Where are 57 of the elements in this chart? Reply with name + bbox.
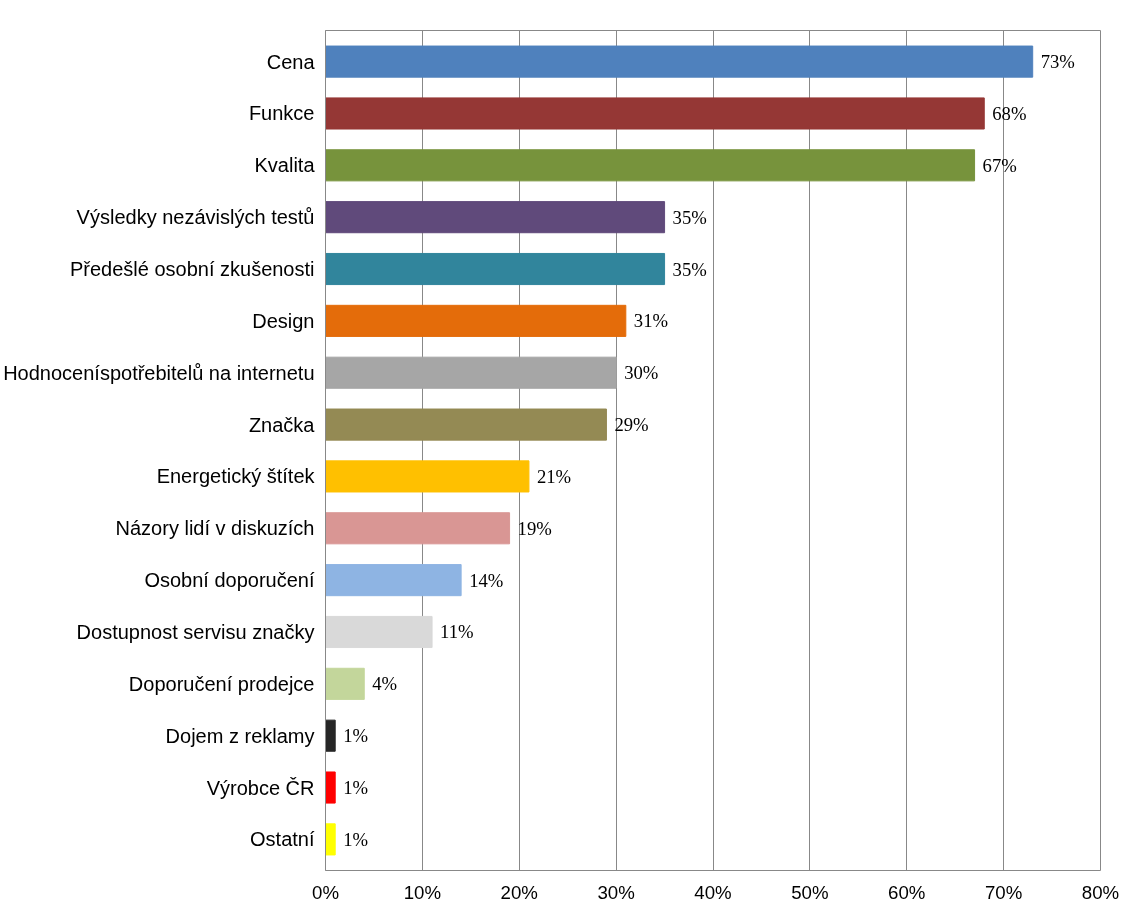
data-label: 11%: [440, 621, 474, 643]
data-label: 4%: [372, 673, 398, 695]
x-tick-label: 40%: [694, 881, 732, 903]
y-tick-label: Funkce: [248, 102, 315, 125]
x-tick-label: 10%: [403, 881, 442, 903]
bar: [325, 201, 666, 234]
data-label: 35%: [672, 258, 707, 280]
bar: [325, 97, 985, 130]
data-label: 14%: [469, 569, 504, 591]
x-tick-label: 20%: [500, 881, 538, 903]
y-tick-label: Cena: [266, 50, 316, 73]
x-tick-label: 80%: [1081, 881, 1120, 903]
data-label: 29%: [614, 414, 649, 436]
x-tick-label: 60%: [888, 881, 926, 903]
data-label: 68%: [992, 102, 1027, 124]
y-tick-label: Výrobce ČR: [206, 776, 315, 799]
y-tick-label: Dostupnost servisu značky: [76, 620, 315, 643]
y-tick-label: Doporučení prodejce: [128, 672, 315, 695]
bar: [325, 304, 627, 337]
bar: [325, 356, 617, 389]
x-tick-label: 70%: [984, 881, 1023, 903]
bar: [325, 771, 336, 804]
data-label: 30%: [624, 362, 659, 384]
bar: [325, 823, 336, 856]
bar: [325, 45, 1034, 78]
y-tick-label: Design: [252, 309, 315, 332]
bar: [325, 615, 433, 649]
y-tick-label: Výsledky nezávislých testů: [76, 206, 315, 229]
bar: [325, 408, 607, 441]
data-label: 67%: [982, 154, 1017, 176]
y-tick-label: Dojem z reklamy: [165, 724, 315, 747]
bar: [325, 149, 976, 182]
data-label: 31%: [633, 310, 669, 332]
y-tick-label: Energetický štítek: [156, 465, 316, 488]
bar: [325, 719, 336, 752]
y-tick-label: Ostatní: [250, 828, 315, 851]
y-tick-label: Názory lidí v diskuzích: [115, 517, 315, 540]
data-label: 73%: [1040, 51, 1075, 73]
y-tick-label: Značka: [248, 413, 316, 436]
bar: [325, 512, 511, 545]
bar: [325, 564, 462, 597]
data-label: 21%: [536, 465, 572, 487]
y-tick-label: Předešlé osobní zkušenosti: [69, 258, 315, 281]
y-tick-label: Hodnoceníspotřebitelů na internetu: [3, 361, 315, 384]
data-label: 19%: [517, 517, 552, 539]
bar: [325, 252, 666, 286]
y-tick-label: Osobní doporučení: [144, 569, 315, 592]
x-tick-label: 50%: [791, 881, 829, 903]
data-label: 1%: [343, 725, 369, 747]
x-tick-label: 0%: [312, 881, 339, 903]
y-tick-label: Kvalita: [254, 154, 316, 177]
bar: [325, 460, 530, 493]
bar: [325, 667, 365, 700]
data-label: 1%: [343, 777, 369, 799]
data-label: 1%: [343, 828, 369, 850]
x-tick-label: 30%: [597, 881, 635, 903]
data-label: 35%: [672, 206, 707, 228]
